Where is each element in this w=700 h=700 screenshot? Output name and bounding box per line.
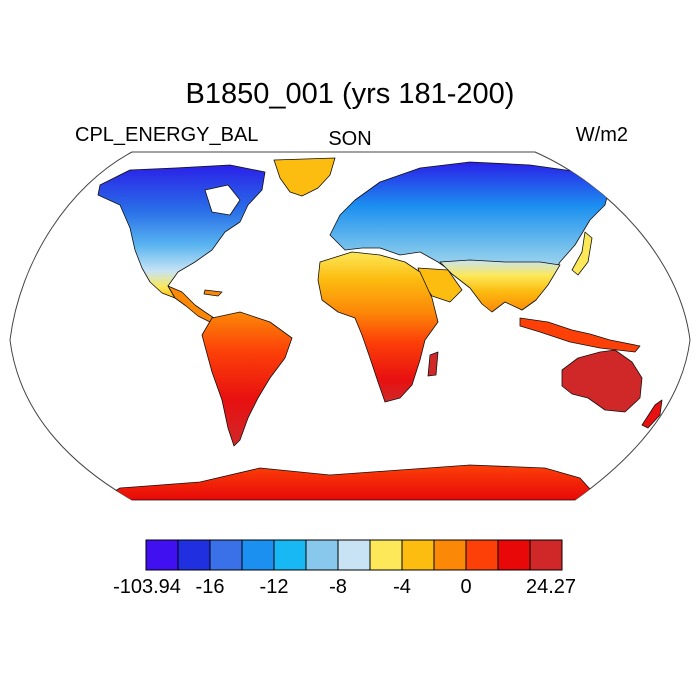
colorbar-box-8 (401, 539, 435, 571)
colorbar-box-2 (209, 539, 243, 571)
colorbar-label-0: -103.94 (113, 576, 181, 598)
colorbar-box-11 (497, 539, 531, 571)
greenland (273, 157, 336, 197)
colorbar-box-6 (337, 539, 371, 571)
colorbar-box-1 (177, 539, 211, 571)
madagascar (427, 351, 439, 377)
plot-title: B1850_001 (yrs 181-200) (185, 78, 515, 110)
antarctica (99, 464, 601, 500)
colorbar-box-4 (273, 539, 307, 571)
japan (571, 231, 593, 276)
indonesia (519, 317, 641, 353)
colorbar-box-9 (433, 539, 467, 571)
units-label: W/m2 (575, 124, 628, 146)
caribbean-island (203, 289, 223, 297)
colorbar (145, 539, 563, 571)
new-zealand (641, 399, 663, 429)
colorbar-label-2: -12 (259, 576, 289, 598)
australia (561, 349, 643, 413)
south-asia (439, 259, 561, 313)
colorbar-label-3: -8 (329, 576, 347, 598)
colorbar-label-4: -4 (393, 576, 411, 598)
colorbar-label-5: 0 (460, 576, 472, 598)
hudson-bay (204, 184, 241, 216)
colorbar-box-10 (465, 539, 499, 571)
colorbar-box-12 (529, 539, 563, 571)
colorbar-box-7 (369, 539, 403, 571)
colorbar-label-6: 24.27 (525, 576, 577, 598)
africa (317, 251, 439, 403)
colorbar-label-1: -16 (195, 576, 225, 598)
variable-name: CPL_ENERGY_BAL (75, 124, 259, 146)
season-label: SON (328, 128, 372, 150)
colorbar-box-5 (305, 539, 339, 571)
colorbar-box-3 (241, 539, 275, 571)
colorbar-box-0 (145, 539, 179, 571)
south-america (201, 311, 293, 447)
